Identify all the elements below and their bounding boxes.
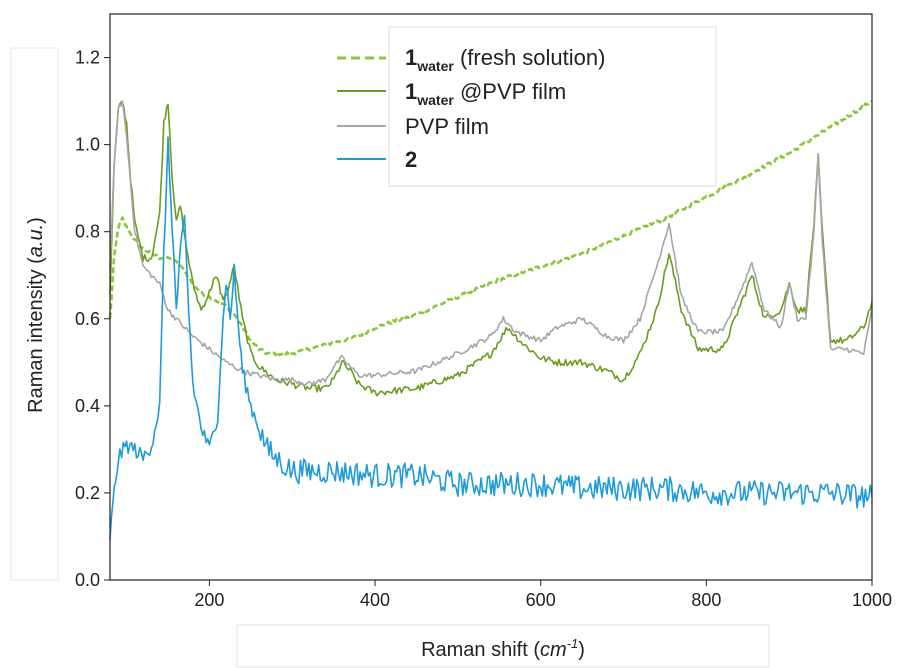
series-line-3 [109,100,873,386]
x-tick-label: 600 [526,590,556,610]
y-tick-label: 0.4 [75,396,100,416]
legend-label-pvp-film: PVP film [405,114,489,139]
x-tick-label: 800 [691,590,721,610]
legend-label-fresh-solution: 1water (fresh solution) [405,45,605,74]
y-axis-label: Raman intensity (a.u.) [25,217,47,413]
series-line-4 [109,136,873,540]
y-axis: 0.0 0.2 0.4 0.6 0.8 1.0 1.2 [75,48,110,590]
x-tick-label: 200 [194,590,224,610]
y-tick-label: 0.8 [75,222,100,242]
y-tick-label: 0.0 [75,570,100,590]
y-tick-label: 1.0 [75,135,100,155]
legend-label-compound-2: 2 [405,147,417,172]
x-axis-label: Raman shift (cm-1) [421,636,585,661]
legend: 1water (fresh solution) 1water @PVP film… [337,26,717,187]
x-tick-label: 1000 [852,590,892,610]
legend-label-pvp-film-composite: 1water @PVP film [405,79,566,108]
y-tick-label: 0.2 [75,483,100,503]
x-axis: 200 400 600 800 1000 [194,580,892,610]
legend-box [388,26,717,187]
y-tick-label: 0.6 [75,309,100,329]
x-tick-label: 400 [360,590,390,610]
series-line-1 [108,100,873,357]
y-tick-label: 1.2 [75,48,100,68]
plot-area-frame [109,13,873,581]
series-line-2 [109,101,873,397]
series-layer [108,100,873,540]
